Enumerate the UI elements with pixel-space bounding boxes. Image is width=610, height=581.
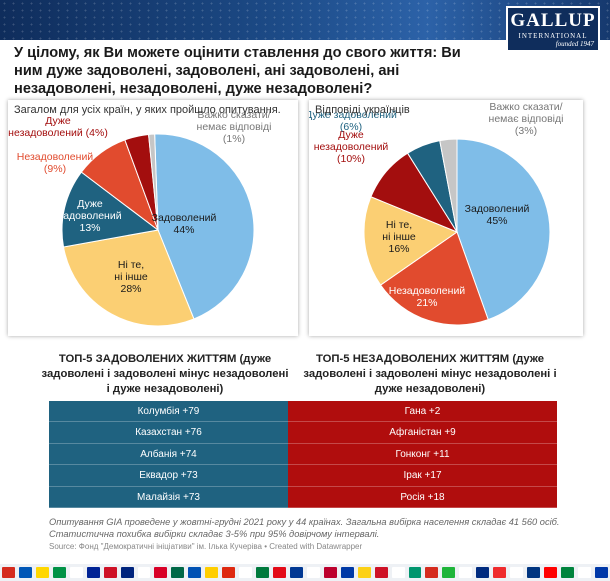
top5-dissatisfied-title: ТОП-5 НЕЗАДОВОЛЕНИХ ЖИТТЯМ (дуже задовол… [303, 353, 557, 395]
pie-slice-label: Задоволений 44% [152, 212, 217, 236]
flag-icon [2, 567, 15, 578]
flag-icon [18, 567, 32, 578]
flag-strip [0, 564, 610, 581]
pie-slice-label: Задоволений 45% [465, 203, 530, 227]
flag-icon [340, 567, 354, 578]
satisfied-row: Албанія +74 [49, 444, 288, 466]
satisfied-row: Казахстан +76 [49, 422, 288, 444]
flag-icon [205, 567, 219, 578]
flag-icon [289, 567, 303, 578]
pie-slice-label: Незадоволений (9%) [17, 151, 94, 175]
dissatisfied-row: Ірак +17 [288, 465, 557, 487]
pie-slice [456, 138, 551, 321]
top5-table: Колумбія +79 Казахстан +76 Албанія +74 Е… [49, 401, 557, 508]
flag-icon [357, 567, 371, 578]
flag-icon [52, 567, 66, 578]
satisfied-row: Колумбія +79 [49, 401, 288, 423]
flag-icon [273, 567, 286, 578]
flag-icon [323, 567, 337, 578]
dissatisfied-row: Гонконг +11 [288, 444, 557, 466]
pie-slice-label: Незадоволений 21% [389, 285, 466, 309]
flag-icon [222, 567, 236, 578]
pie-title-all-countries: Загалом для усіх країн, у яких пройшло о… [14, 104, 281, 116]
top5-dissatisfied-column: Гана +2 Афганістан +9 Гонконг +11 Ірак +… [288, 401, 557, 508]
flag-icon [493, 567, 507, 578]
pie-slice-label: Важко сказати/немає відповіді (1%) [197, 109, 272, 145]
flag-icon [188, 567, 202, 578]
pie-slice-label: Ні те, ні інше 16% [382, 219, 416, 255]
pie-slice-label: Дуже задоволений (6%) [309, 109, 397, 133]
pie-slice-label: Дуже незадоволений (10%) [314, 129, 389, 165]
survey-footnote: Опитування GIA проведене у жовтні-грудні… [49, 517, 560, 539]
pie-panel-ukraine: Задоволений 45% Незадоволений 21% Ні те, ні і… [309, 100, 583, 336]
pie-slice-label: Дуже задоволений 13% [58, 198, 121, 234]
flag-icon [544, 567, 557, 578]
dissatisfied-row: Гана +2 [288, 401, 557, 423]
flag-icon [35, 567, 49, 578]
flag-icon [120, 567, 134, 578]
pie-slice [154, 133, 255, 320]
flag-icon [459, 567, 473, 578]
flag-icon [560, 567, 574, 578]
logo-name: GALLUP [510, 10, 596, 31]
pie-chart-ukraine: Задоволений 45% Незадоволений 21% Ні те, ні і… [309, 101, 564, 326]
pie-chart-all-countries: Задоволений 44%Ні те, ні інше 28% Дуже задово… [8, 109, 272, 327]
flag-icon [239, 567, 253, 578]
flag-icon [86, 567, 100, 578]
pie-slice [61, 171, 160, 248]
pie-panel-all-countries: Задоволений 44% Ні те, ні інше 28% Дуже задово… [8, 100, 298, 336]
logo-founded: founded 1947 [555, 40, 594, 48]
flag-icon [391, 567, 405, 578]
dissatisfied-row: Росія +18 [288, 487, 557, 508]
flag-icon [577, 567, 591, 578]
satisfied-row: Малайзія +73 [49, 487, 288, 508]
pie-slice-label: Ні те, ні інше 28% [114, 259, 148, 295]
pie-slice-label: Важко сказати/немає відповіді (3%) [489, 101, 564, 137]
flag-icon [306, 567, 320, 578]
top5-satisfied-column: Колумбія +79 Казахстан +76 Албанія +74 Е… [49, 401, 288, 508]
flag-icon [69, 567, 83, 578]
flag-icon [510, 567, 524, 578]
source-line: Source: Фонд "Демократичні ініціативи" і… [49, 542, 363, 551]
flag-icon [594, 567, 608, 578]
dissatisfied-row: Афганістан +9 [288, 422, 557, 444]
flag-icon [171, 567, 185, 578]
top5-satisfied-title: ТОП-5 ЗАДОВОЛЕНИХ ЖИТТЯМ (дуже задоволен… [41, 353, 289, 395]
flag-icon [374, 567, 388, 578]
flag-icon [408, 567, 422, 578]
pie-title-ukraine: Відповіді українців [315, 104, 410, 116]
gallup-logo: GALLUP INTERNATIONAL founded 1947 [506, 6, 600, 52]
pie-slice [62, 229, 195, 327]
pie-slice [439, 138, 458, 233]
flag-icon [476, 567, 490, 578]
pie-slice [148, 133, 159, 231]
pie-slice [363, 196, 459, 286]
headline: У цілому, як Ви можете оцінити ставлення… [14, 45, 461, 97]
pie-slice [379, 231, 489, 326]
flag-icon [103, 567, 117, 578]
flag-icon [154, 567, 168, 578]
flag-icon [442, 567, 456, 578]
flag-icon [137, 567, 151, 578]
flag-icon [256, 567, 269, 578]
pie-slice-label: Дуже незадоволений (4%) [8, 115, 108, 139]
logo-subtitle: INTERNATIONAL [518, 32, 588, 40]
satisfied-row: Еквадор +73 [49, 465, 288, 487]
flag-icon [425, 567, 439, 578]
flag-icon [527, 567, 540, 578]
